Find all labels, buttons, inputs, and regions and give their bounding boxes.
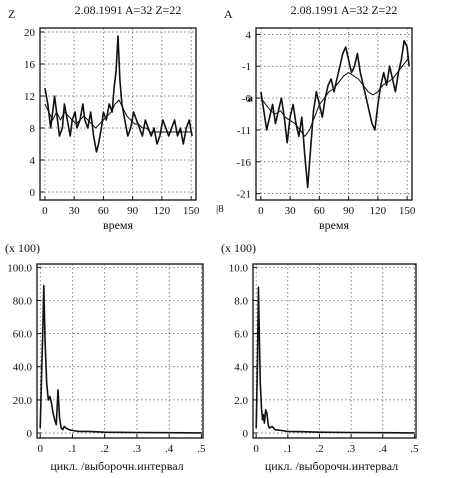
y-tick-label: 6.0 (234, 329, 248, 341)
y-tick-label: 4 (30, 155, 36, 167)
x-tick-label: .5 (197, 443, 206, 455)
series-line-1 (260, 39, 410, 189)
plot-frame (36, 263, 204, 439)
y-tick-label: 4 (246, 29, 252, 41)
x-tick-label: .2 (101, 443, 109, 455)
chart-panel-spec-a: 0 .1 .2 .3 .4 .5 0 2.0 4.0 6.0 8.0 10.0 (x 100) цикл.… (221, 241, 419, 473)
y-tick-label: -21 (236, 189, 251, 201)
chart-panel-time-z: 0 30 60 90 120 150 0 4 8 12 16 20 2.08.1991 A=32 Z=2… (8, 3, 224, 232)
series-line-2 (44, 99, 193, 133)
series-line-1 (44, 35, 193, 153)
y-tick-label: 10.0 (229, 262, 249, 274)
y-tick-label: 8.0 (234, 295, 248, 307)
side-label: |8 (216, 203, 224, 215)
x-tick-label: .1 (284, 443, 292, 455)
x-axis-label: время (103, 218, 134, 232)
x-tick-label: .5 (410, 443, 419, 455)
y-tick-label: 100.0 (7, 262, 32, 274)
y-tick-label: 60.0 (13, 329, 33, 341)
x-tick-label: .1 (68, 443, 76, 455)
x-tick-label: 90 (343, 205, 355, 217)
x-tick-label: 60 (314, 205, 326, 217)
y-tick-label: 12 (24, 91, 35, 103)
series-line-2 (260, 56, 410, 137)
x-tick-label: 0 (258, 205, 264, 217)
x-tick-label: 90 (127, 205, 139, 217)
y-tick-label: 0 (30, 187, 36, 199)
y-tick-label: 0 (243, 428, 249, 440)
y-tick-label: 80.0 (13, 295, 33, 307)
series-line-1 (255, 286, 415, 434)
plot-frame (255, 27, 413, 201)
x-tick-label: 30 (69, 205, 81, 217)
y-tick-label: 4.0 (234, 362, 248, 374)
x-tick-label: 0 (253, 443, 259, 455)
x-tick-label: 150 (183, 205, 200, 217)
x-tick-label: 120 (370, 205, 387, 217)
x-tick-label: .3 (347, 443, 356, 455)
x-tick-label: .3 (133, 443, 142, 455)
y-tick-label: -16 (236, 157, 251, 169)
y-tick-label: -1 (242, 61, 251, 73)
y-tick-label: -6 (242, 93, 252, 105)
x-tick-label: 120 (154, 205, 171, 217)
plot-frame (39, 27, 197, 201)
x-tick-label: 0 (37, 443, 43, 455)
inner-axis-label: a (248, 92, 254, 104)
x-tick-label: .4 (379, 443, 388, 455)
x-axis-label: время (319, 218, 350, 232)
y-scale-label: (x 100) (5, 241, 40, 255)
y-tick-label: 20 (24, 27, 36, 39)
x-tick-label: 150 (399, 205, 416, 217)
x-tick-label: 0 (42, 205, 48, 217)
series-line-1 (39, 284, 202, 434)
y-axis-label: Z (8, 7, 15, 21)
y-tick-label: -11 (237, 125, 251, 137)
x-axis-label: цикл. /выборочн.интервал (265, 459, 398, 473)
y-tick-label: 20.0 (13, 395, 33, 407)
x-axis-label: цикл. /выборочн.интервал (50, 459, 183, 473)
y-tick-label: 8 (30, 123, 36, 135)
y-tick-label: 2.0 (234, 395, 248, 407)
y-tick-label: 0 (27, 428, 33, 440)
x-tick-label: 30 (285, 205, 297, 217)
chart-title: 2.08.1991 A=32 Z=22 (75, 3, 182, 17)
y-axis-label: A (224, 7, 233, 21)
chart-panel-spec-z: 0 .1 .2 .3 .4 .5 0 20.0 40.0 60.0 80.0 100.0 (x 100)… (5, 241, 206, 473)
y-tick-label: 16 (24, 59, 36, 71)
x-tick-label: .2 (315, 443, 323, 455)
x-tick-label: 60 (98, 205, 110, 217)
y-tick-label: 40.0 (13, 362, 33, 374)
x-tick-label: .4 (165, 443, 174, 455)
plot-frame (252, 263, 417, 439)
y-scale-label: (x 100) (221, 241, 256, 255)
chart-panel-time-a: 0 30 60 90 120 150 4 -1 -6 -11 -16 -21 2.08.1991 A=3… (224, 3, 416, 232)
chart-title: 2.08.1991 A=32 Z=22 (291, 3, 398, 17)
